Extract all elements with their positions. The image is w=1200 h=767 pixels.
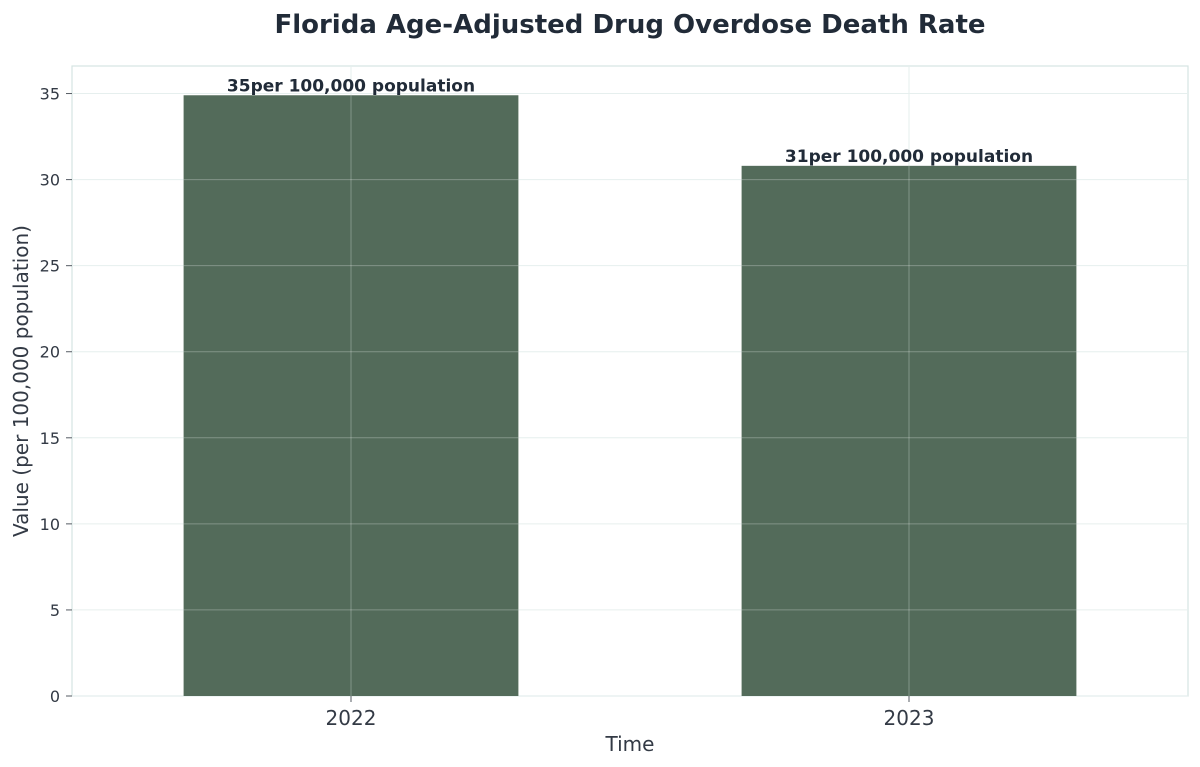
- y-tick-label: 20: [40, 343, 60, 362]
- y-tick-label: 10: [40, 515, 60, 534]
- chart-title: Florida Age-Adjusted Drug Overdose Death…: [274, 10, 985, 40]
- data-labels: 35per 100,000 population 31per 100,000 po…: [227, 76, 1033, 167]
- y-tick-label: 25: [40, 257, 60, 276]
- y-tick-label: 15: [40, 429, 60, 448]
- data-label: 31per 100,000 population: [785, 147, 1033, 167]
- data-label: 35per 100,000 population: [227, 76, 475, 96]
- bar-2023: [741, 165, 1077, 696]
- y-tick-label: 0: [50, 687, 60, 706]
- y-axis-ticks: 0 5 10 15 20 25 30 35: [40, 85, 72, 706]
- bars: [183, 95, 1077, 696]
- y-tick-label: 35: [40, 85, 60, 104]
- y-tick-label: 5: [50, 601, 60, 620]
- y-tick-label: 30: [40, 171, 60, 190]
- x-tick-label: 2022: [326, 706, 377, 730]
- y-axis-label: Value (per 100,000 population): [9, 225, 33, 537]
- bar-overlay-grid-lines: [183, 95, 1077, 696]
- x-tick-label: 2023: [884, 706, 935, 730]
- bar-2022: [183, 95, 519, 696]
- x-axis-label: Time: [605, 732, 655, 756]
- x-axis-ticks: 2022 2023: [326, 696, 935, 730]
